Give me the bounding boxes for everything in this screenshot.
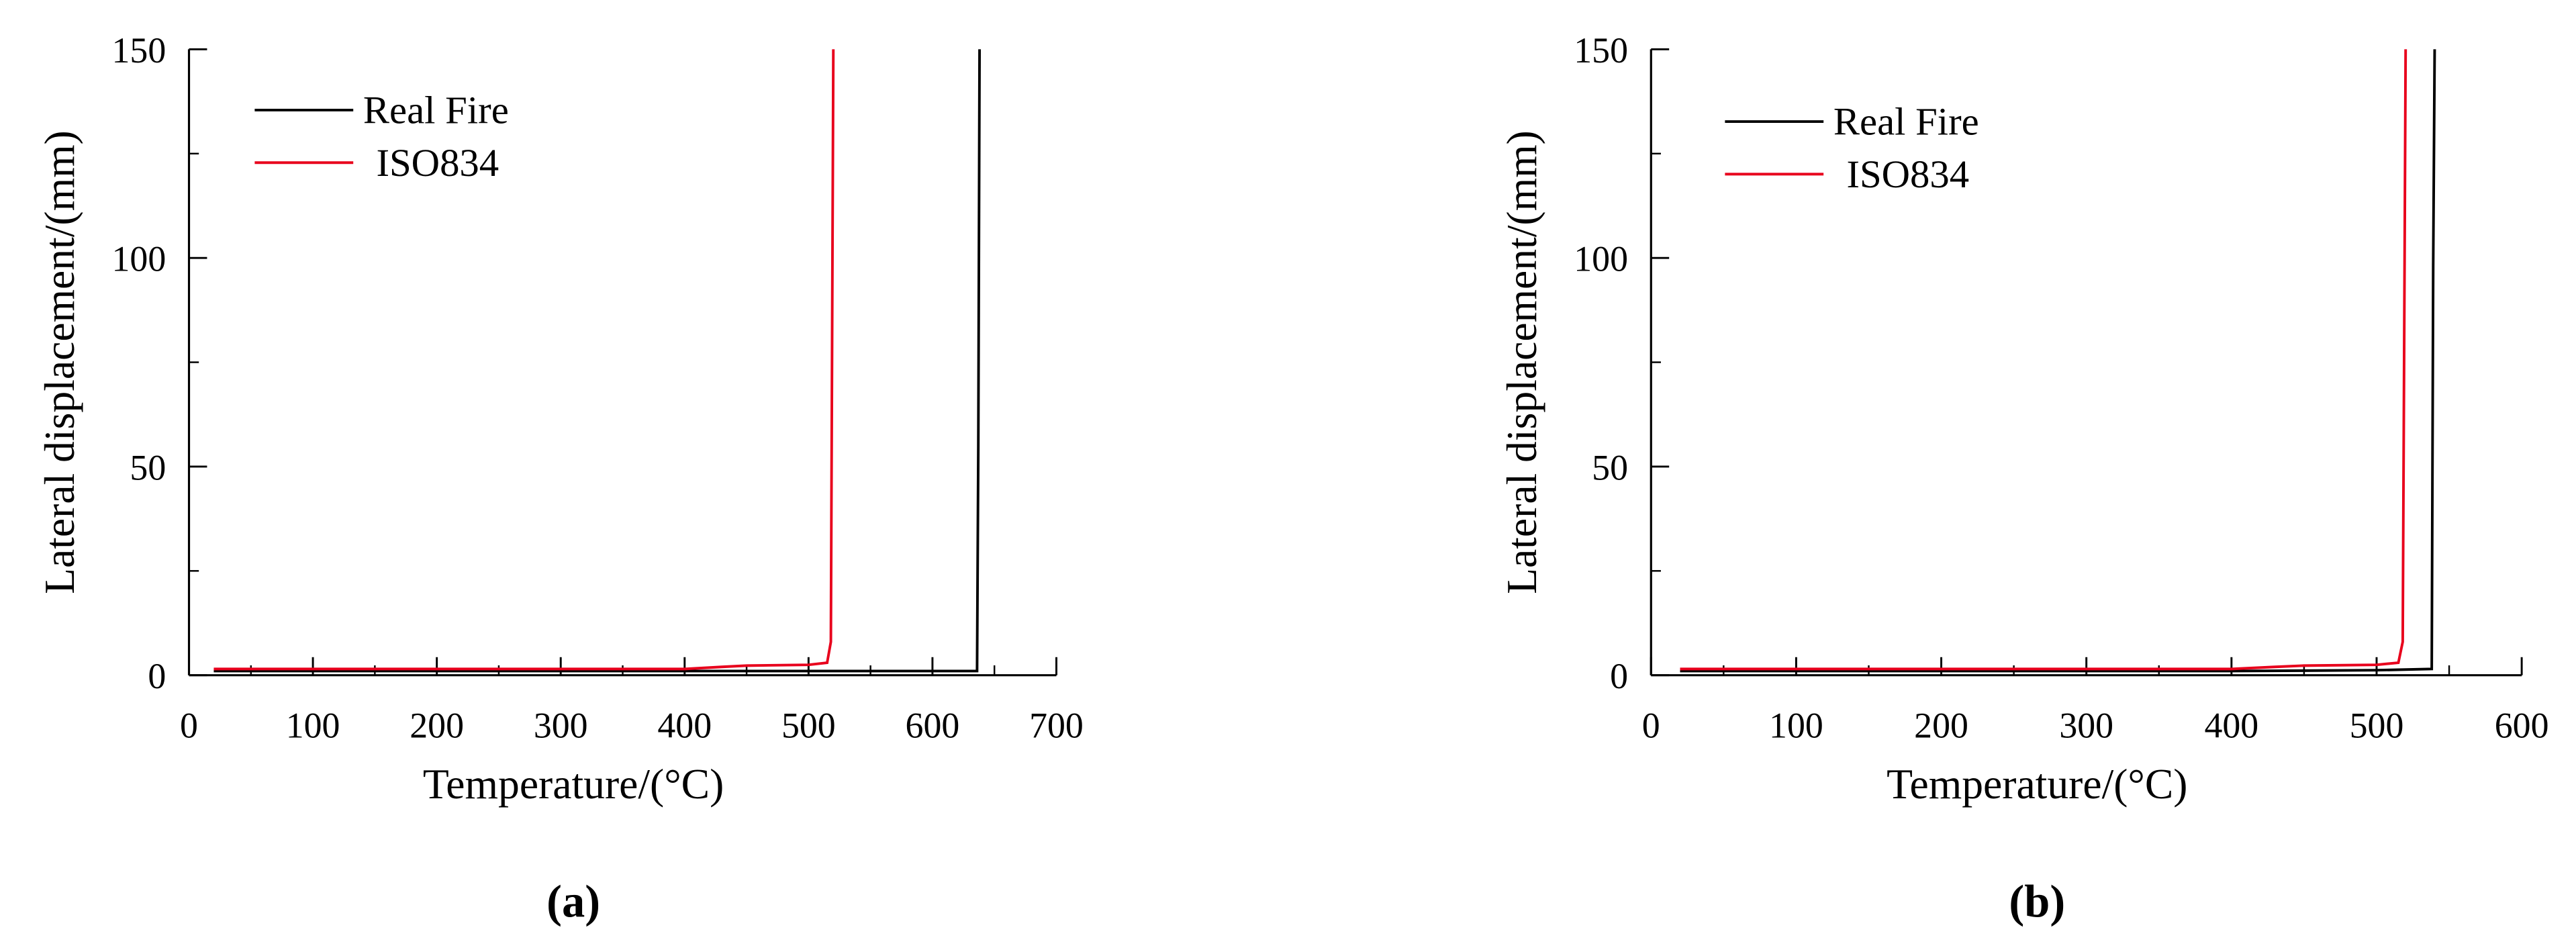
x-tick-label: 200 [410, 706, 464, 746]
x-tick-label: 200 [1914, 706, 1968, 746]
x-tick-label: 700 [1029, 706, 1084, 746]
y-axis-label: Lateral displacement/(mm) [1498, 130, 1545, 594]
y-tick-label: 50 [1592, 448, 1628, 488]
legend-label: Real Fire [363, 89, 509, 132]
x-tick-label: 0 [180, 706, 198, 746]
legend-label: ISO834 [376, 141, 499, 185]
x-tick-label: 600 [2495, 706, 2549, 746]
x-tick-label: 100 [1769, 706, 1823, 746]
x-tick-label: 0 [1642, 706, 1660, 746]
y-tick-label: 0 [1610, 656, 1628, 696]
y-tick-label: 50 [130, 448, 166, 488]
x-axis-label: Temperature/(°C) [1887, 760, 2187, 808]
y-tick-label: 100 [1574, 239, 1628, 279]
y-tick-label: 150 [112, 30, 166, 70]
legend-label: Real Fire [1833, 100, 1979, 144]
legend-label: ISO834 [1846, 152, 1969, 196]
panel-label: (b) [2009, 876, 2065, 927]
y-axis-label: Lateral displacement/(mm) [36, 130, 83, 594]
line-series [213, 49, 835, 671]
panel-label: (a) [546, 876, 600, 927]
x-tick-label: 600 [906, 706, 960, 746]
x-axis-label: Temperature/(°C) [423, 760, 724, 808]
x-tick-label: 500 [2350, 706, 2404, 746]
y-tick-label: 0 [148, 656, 166, 696]
x-tick-label: 100 [286, 706, 340, 746]
line-series [1680, 49, 2407, 671]
x-tick-label: 500 [781, 706, 836, 746]
line-series [1680, 49, 2436, 673]
x-tick-label: 400 [657, 706, 712, 746]
y-tick-label: 150 [1574, 30, 1628, 70]
x-tick-label: 400 [2204, 706, 2258, 746]
line-series [213, 49, 982, 673]
x-tick-label: 300 [534, 706, 588, 746]
y-tick-label: 100 [112, 239, 166, 279]
x-tick-label: 300 [2059, 706, 2113, 746]
